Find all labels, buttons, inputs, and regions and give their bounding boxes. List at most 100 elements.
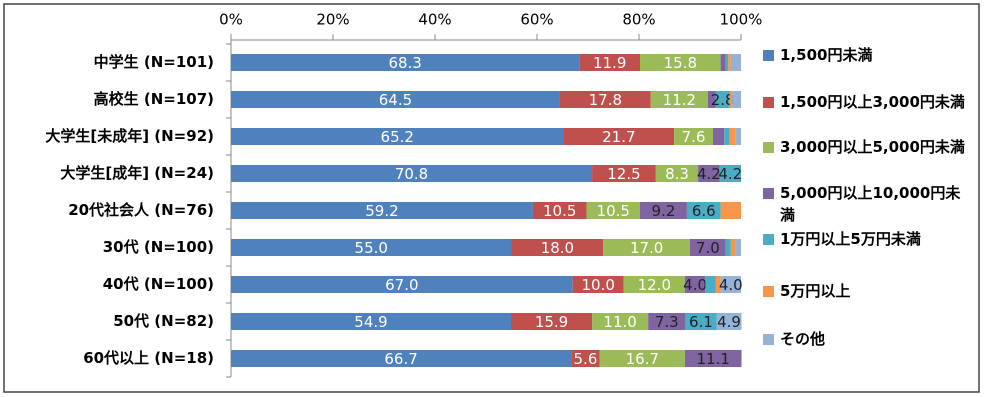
bar-segment [592,165,656,182]
bar-segment [603,239,690,256]
data-label: 70.8 [395,165,428,183]
legend-swatch [763,142,774,153]
data-label: 17.0 [630,239,663,257]
bar-segment [231,91,560,108]
data-label: 4.2 [718,165,742,183]
data-label: 54.9 [354,313,387,331]
category-label: 30代 (N=100) [103,238,214,256]
x-tick-label: 80% [622,11,655,29]
bar-segment [725,54,729,71]
legend-item: 3,000円以上5,000円未満 [763,136,968,158]
data-label: 15.9 [535,313,568,331]
legend-swatch [763,50,774,61]
category-label: 60代以上 (N=18) [83,349,214,367]
legend-label: 3,000円以上5,000円未満 [780,138,965,156]
data-label: 67.0 [385,276,418,294]
bar-segment [715,276,721,293]
legend-swatch [763,188,774,199]
legend-item: その他 [763,328,968,350]
bar-segment [725,239,731,256]
bar-segment [735,128,741,145]
bar-segment [572,276,624,293]
bar-segment [586,202,641,219]
category-label: 大学生[未成年] (N=92) [45,127,214,145]
data-label: 7.3 [655,313,679,331]
category-label: 20代社会人 (N=76) [68,201,214,219]
bar-segment [735,239,741,256]
data-label: 6.6 [692,202,716,220]
data-label: 17.8 [589,91,622,109]
data-label: 9.2 [652,202,676,220]
data-label: 7.0 [696,239,720,257]
legend-item: 5,000円以上10,000円未満 [763,182,968,226]
legend-swatch [763,286,774,297]
bar-segment [707,91,716,108]
bar-segment [730,239,736,256]
data-label: 4.0 [719,276,743,294]
data-label: 11.2 [663,91,696,109]
bar-segment [231,54,580,71]
bar-segment [684,350,742,367]
bar-segment [698,165,720,182]
bar-segment [640,202,687,219]
bar-segment [231,202,533,219]
data-label: 10.5 [597,202,630,220]
bar-segment [650,91,708,108]
legend-label: 1,500円以上3,000円未満 [780,93,965,111]
category-label: 大学生[成年] (N=24) [60,164,214,182]
data-label: 8.3 [665,165,689,183]
legend-item: 1,500円以上3,000円未満 [763,91,968,113]
x-tick-label: 20% [316,11,349,29]
data-label: 5.6 [574,350,598,368]
legend-label: 5万円以上 [780,282,851,300]
data-label: 4.0 [683,276,707,294]
bar-segment [732,91,741,108]
data-label: 18.0 [541,239,574,257]
legend-swatch [763,334,774,345]
bar-segment [730,54,741,71]
bar-segment [231,128,564,145]
legend-item: 1,500円未満 [763,44,968,66]
data-label: 4.9 [717,313,741,331]
legend-item: 1万円以上5万円未満 [763,228,968,250]
bar-segment [231,276,573,293]
category-label: 40代 (N=100) [103,275,214,293]
category-label: 50代 (N=82) [113,312,214,330]
bar-segment [685,313,717,330]
bar-segment [655,165,699,182]
bar-segment [231,350,572,367]
x-tick-label: 100% [720,11,763,29]
bar-segment [563,128,675,145]
data-label: 16.7 [626,350,659,368]
legend-swatch [763,97,774,108]
data-label: 10.0 [581,276,614,294]
bar-segment [571,350,600,367]
data-label: 64.5 [379,91,412,109]
data-label: 59.2 [365,202,398,220]
bar-segment [712,128,725,145]
x-tick-label: 0% [219,11,243,29]
data-label: 10.5 [543,202,576,220]
bar-segment [640,54,721,71]
bar-segment [729,91,733,108]
bar-segment [599,350,685,367]
bar-segment [532,202,587,219]
data-label: 66.7 [384,350,417,368]
bar-segment [674,128,713,145]
bar-segment [716,313,742,330]
bar-segment [648,313,686,330]
legend-label: 5,000円以上10,000円未満 [780,184,961,224]
legend-label: 1万円以上5万円未満 [780,230,921,248]
data-label: 15.8 [664,54,697,72]
data-label: 55.0 [355,239,388,257]
bar-segment [719,165,741,182]
bar-segment [231,165,593,182]
data-label: 68.3 [388,54,421,72]
legend-item: 5万円以上 [763,280,968,302]
bar-segment [684,276,706,293]
category-label: 中学生 (N=101) [94,53,214,71]
bar-segment [720,202,741,219]
data-label: 11.0 [603,313,636,331]
bar-segment [720,276,741,293]
